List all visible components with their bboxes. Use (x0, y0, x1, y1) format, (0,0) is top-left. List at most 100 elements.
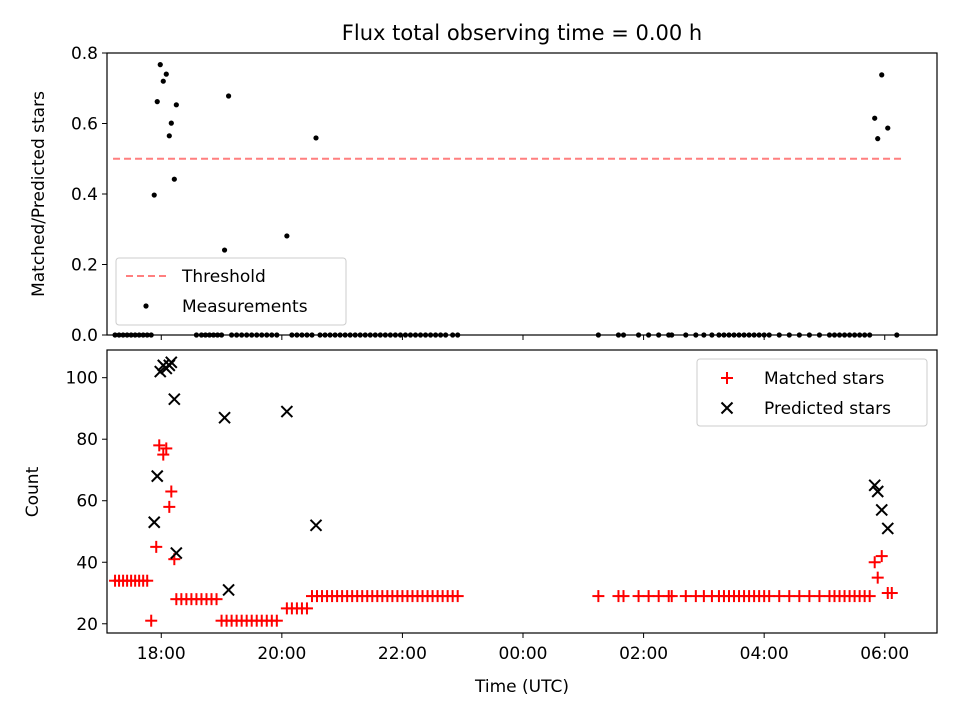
matched-star-point (210, 593, 223, 606)
threshold-legend-label: Threshold (181, 267, 266, 287)
measurement-point (173, 102, 179, 108)
measurement-point (879, 72, 885, 78)
predicted-legend-swatch (720, 401, 734, 415)
predicted-star-point (309, 519, 323, 532)
matched-star-point (665, 590, 678, 603)
top-y-tick-label: 0.0 (71, 326, 98, 346)
measurement-point (157, 62, 163, 68)
count-points-group (109, 356, 898, 627)
predicted-star-point (868, 479, 881, 492)
matched-star-point (300, 602, 313, 615)
matched-legend-marker (721, 372, 733, 384)
top-x-axis (160, 335, 886, 340)
matched-star-point (875, 550, 888, 563)
top-y-tick-label: 0.2 (71, 256, 98, 276)
bottom-x-tick-label: 22:00 (378, 644, 427, 664)
matched-star-point (813, 590, 826, 603)
measurement-point (151, 192, 157, 198)
predicted-star-point (881, 522, 894, 535)
bottom-y-axis-label: Count (23, 466, 43, 517)
measurement-point (885, 125, 891, 131)
measurement-point (168, 120, 174, 126)
matched-star-point (163, 500, 176, 513)
matched-star-point (803, 590, 816, 603)
predicted-star-point (168, 393, 181, 406)
matched-star-point (763, 590, 776, 603)
bottom-x-tick-label: 04:00 (740, 644, 789, 664)
predicted-star-point (165, 356, 178, 369)
bottom-x-tick-label: 20:00 (257, 644, 306, 664)
bottom-x-axis-label: Time (UTC) (474, 677, 569, 697)
top-legend: Threshold Measurements (115, 257, 347, 326)
top-legend-box (115, 257, 347, 326)
bottom-y-tick-label: 80 (76, 430, 98, 450)
bottom-plot-frame (106, 349, 938, 634)
matched-star-point (141, 574, 154, 587)
measurement-point (154, 99, 160, 105)
measurement-point (163, 71, 169, 77)
bottom-y-tick-label: 40 (76, 553, 98, 573)
measurement-point (225, 93, 232, 99)
top-y-tick-label: 0.4 (71, 185, 98, 205)
bottom-y-axis: 20 40 60 80 100 (66, 369, 107, 635)
bottom-legend-box (696, 358, 928, 427)
predicted-star-point (148, 516, 161, 529)
bottom-x-tick-label: 06:00 (860, 644, 909, 664)
matched-star-point (145, 614, 158, 627)
matched-star-point (150, 540, 163, 553)
top-y-tick-label: 0.8 (71, 44, 98, 64)
bottom-x-axis: 18:00 20:00 22:00 00:00 02:00 04:00 06:00 (137, 633, 909, 664)
matched-star-point (592, 590, 605, 603)
matched-star-point (165, 485, 178, 498)
bottom-x-tick-label: 18:00 (137, 644, 186, 664)
bottom-y-tick-label: 100 (66, 369, 98, 389)
top-y-tick-label: 0.6 (71, 115, 98, 135)
measurement-point (171, 176, 177, 182)
top-y-axis-label: Matched/Predicted stars (29, 91, 49, 297)
matched-star-point (871, 571, 884, 584)
measurement-point (872, 115, 878, 121)
top-y-axis: 0.0 0.2 0.4 0.6 0.8 (71, 44, 107, 346)
matched-legend-swatch (721, 372, 733, 384)
measurement-point (160, 78, 166, 84)
matched-star-point (153, 439, 166, 452)
matched-star-point (632, 590, 645, 603)
measurement-point (221, 247, 228, 253)
bottom-y-tick-label: 60 (76, 492, 98, 512)
predicted-star-point (280, 405, 294, 418)
predicted-star-point (151, 469, 164, 483)
measurements-legend-label: Measurements (182, 297, 308, 317)
predicted-star-point (222, 583, 235, 597)
predicted-star-point (218, 411, 231, 424)
matched-star-point (783, 590, 796, 603)
matched-star-point (642, 590, 655, 603)
measurement-point (875, 136, 881, 142)
matched-star-point (863, 590, 876, 603)
matched-star-point (617, 590, 630, 603)
bottom-x-tick-label: 00:00 (499, 644, 548, 664)
measurement-point (166, 133, 172, 139)
measurement-point (284, 233, 290, 239)
matched-star-point (270, 614, 283, 627)
matched-star-point (773, 590, 786, 603)
matched-star-point (652, 590, 665, 603)
matched-star-point (885, 587, 898, 600)
predicted-star-point (170, 546, 183, 560)
measurement-point (313, 135, 319, 141)
matched-star-point (868, 556, 881, 569)
predicted-legend-marker (720, 401, 734, 415)
matched-star-point (793, 590, 806, 603)
matched-legend-label: Matched stars (764, 369, 884, 389)
predicted-star-point (871, 485, 884, 498)
matched-star-point (451, 590, 464, 603)
predicted-star-point (154, 365, 167, 378)
matched-star-point (160, 442, 173, 455)
measurements-legend-swatch (143, 303, 149, 309)
matched-star-point (157, 448, 170, 461)
matched-star-point (679, 590, 692, 603)
bottom-x-tick-label: 02:00 (619, 644, 668, 664)
bottom-y-tick-label: 20 (76, 615, 98, 635)
predicted-legend-label: Predicted stars (764, 399, 891, 419)
top-chart-title: Flux total observing time = 0.00 h (342, 21, 702, 45)
